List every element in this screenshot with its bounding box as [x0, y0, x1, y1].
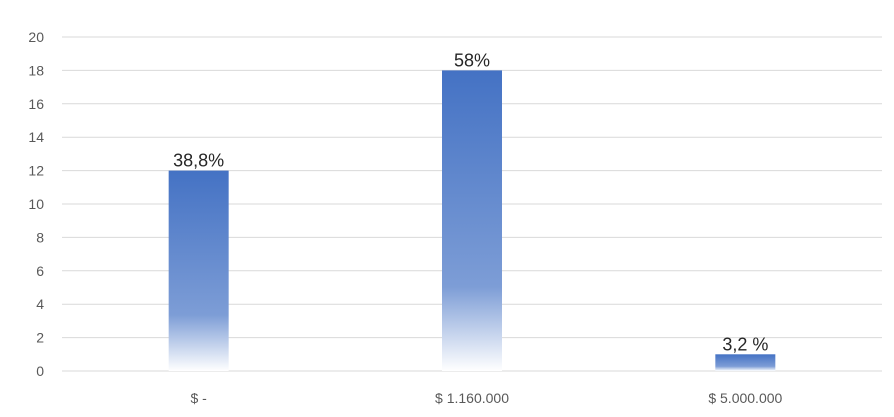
bar-0 [168, 170, 229, 371]
x-tick-label-0: $ - [190, 390, 207, 406]
y-tick-label: 18 [28, 62, 44, 78]
y-tick-label: 8 [36, 229, 44, 245]
x-axis-tick-labels: $ - $ 1.160.000 $ 5.000.000 [190, 390, 782, 406]
y-tick-label: 20 [28, 29, 44, 45]
y-tick-label: 14 [28, 129, 44, 145]
y-tick-label: 10 [28, 196, 44, 212]
y-tick-label: 6 [36, 263, 44, 279]
y-tick-label: 4 [36, 296, 44, 312]
data-label-0: 38,8% [173, 151, 224, 171]
y-tick-label: 16 [28, 96, 44, 112]
bars [168, 70, 776, 372]
y-tick-label: 12 [28, 163, 44, 179]
data-label-2: 3,2 % [722, 334, 768, 354]
y-tick-label: 0 [36, 363, 44, 379]
y-axis-tick-labels: 0 2 4 6 8 10 12 14 16 18 20 [28, 29, 44, 379]
x-tick-label-2: $ 5.000.000 [708, 390, 782, 406]
x-tick-label-1: $ 1.160.000 [435, 390, 509, 406]
data-labels: 38,8% 58% 3,2 % [173, 50, 768, 354]
data-label-1: 58% [454, 50, 490, 70]
bar-1 [442, 70, 502, 372]
y-tick-label: 2 [36, 330, 44, 346]
bar-2 [715, 354, 776, 371]
